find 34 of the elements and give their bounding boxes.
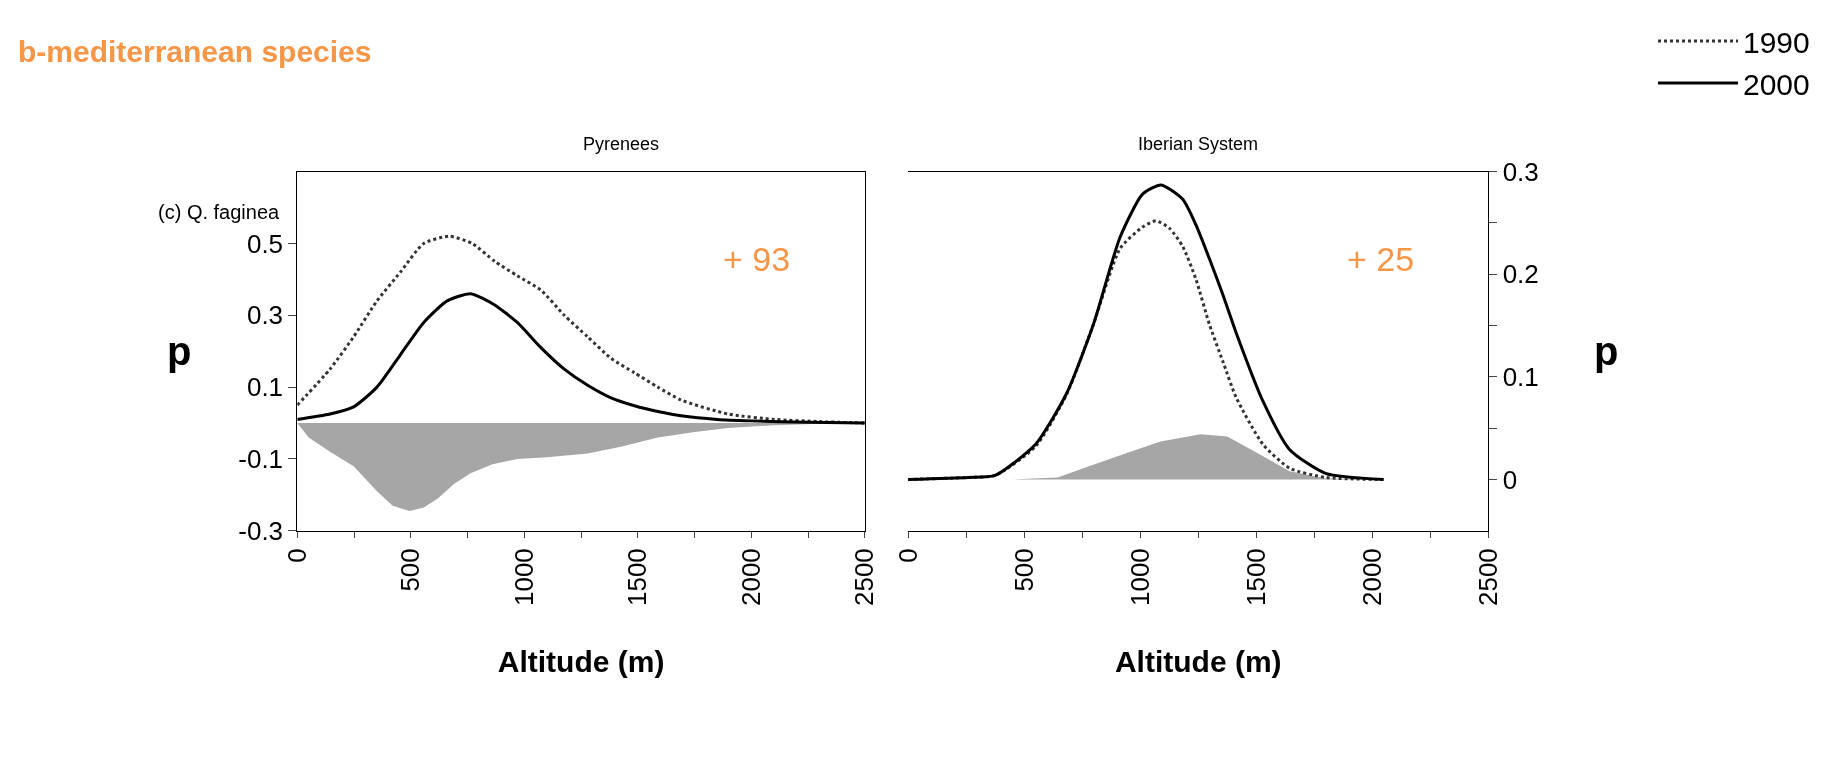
y2-axis-title: p [1594,329,1619,373]
x-tick-label: 2500 [1472,548,1503,607]
x-tick-label: 500 [395,548,426,592]
x-tick-label: 500 [1008,548,1039,592]
x-tick-label: 1500 [622,548,653,607]
y2-tick-label: 0.2 [1502,259,1539,290]
x-tick-label: 2000 [735,548,766,607]
x-tick-label: 0 [892,548,923,563]
y-axis-title: p [167,329,192,373]
y2-tick-label: 0 [1502,464,1518,495]
x-axis-title: Altitude (m) [1114,644,1282,678]
x-tick-label: 0 [281,548,312,563]
chart-subtitle: Pyrenees [583,134,660,154]
text: (c) Q. faginea [158,201,281,223]
x-tick-label: 1000 [1124,548,1155,607]
chart-title: b-mediterranean species [18,35,372,68]
x-axis-title: Altitude (m) [497,644,665,678]
y-tick-label: 0.3 [246,300,284,331]
annotation: + 25 [1347,240,1415,278]
legend-label: 1990 [1743,25,1810,59]
annotation: + 93 [723,240,791,278]
y-tick-label: -0.3 [238,515,284,546]
legend-label: 2000 [1743,67,1810,101]
y-tick-label: 0.1 [246,372,284,403]
x-tick-label: 1000 [508,548,539,607]
y2-tick-label: 0.3 [1502,156,1539,187]
y2-tick-label: 0.1 [1502,361,1539,392]
y-tick-label: 0.5 [246,228,284,259]
x-tick-label: 2000 [1356,548,1387,607]
chart-title: Iberian System [1138,134,1259,154]
x-tick-label: 1500 [1240,548,1271,607]
line-series [297,234,865,425]
y-tick-label: -0.1 [238,444,284,475]
x-tick-label: 2500 [849,548,880,607]
